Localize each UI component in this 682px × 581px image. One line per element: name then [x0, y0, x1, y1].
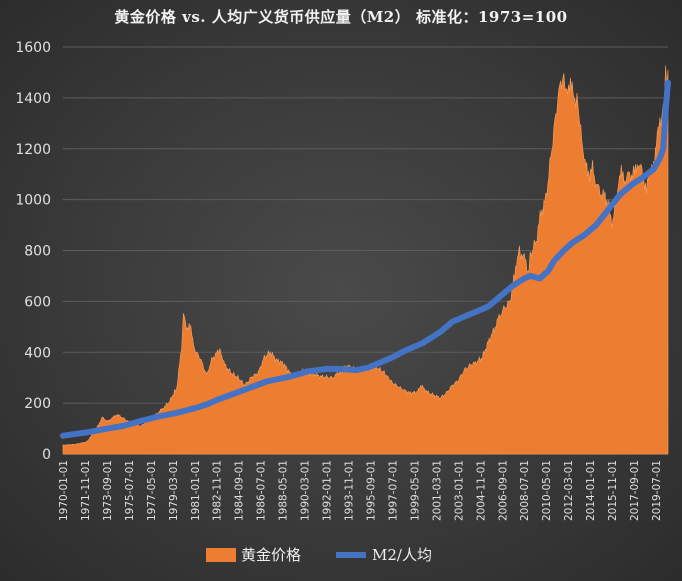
m2-line-group	[60, 79, 671, 439]
legend-gold-label: 黄金价格	[241, 546, 301, 564]
legend: 黄金价格 M2/人均	[206, 546, 432, 564]
x-tick-label: 2012-03-01	[563, 460, 575, 521]
y-tick-label: 1400	[15, 91, 51, 107]
x-tick-label: 1993-11-01	[343, 460, 355, 521]
gold-price-area	[62, 65, 669, 455]
x-tick-label: 1981-01-01	[190, 460, 202, 521]
m2-per-capita-line	[60, 79, 671, 439]
x-tick-label: 1977-05-01	[146, 460, 158, 521]
x-tick-label: 1990-03-01	[300, 460, 312, 521]
y-tick-label: 0	[42, 447, 51, 463]
y-tick-label: 1200	[15, 142, 51, 158]
y-tick-label: 600	[24, 294, 51, 310]
x-tick-label: 1997-07-01	[387, 460, 399, 521]
x-tick-label: 1992-01-01	[322, 460, 334, 521]
chart-title: 黄金价格 vs. 人均广义货币供应量（M2） 标准化：1973=100	[114, 8, 568, 26]
x-tick-label: 2019-07-01	[651, 460, 663, 521]
legend-m2-label: M2/人均	[372, 546, 432, 564]
x-tick-label: 1971-11-01	[80, 460, 92, 521]
x-tick-label: 2008-07-01	[519, 460, 531, 521]
x-tick-label: 2006-09-01	[497, 460, 509, 521]
x-tick-label: 1973-09-01	[102, 460, 114, 521]
x-tick-label: 2014-01-01	[585, 460, 597, 521]
x-tick-label: 1984-09-01	[234, 460, 246, 521]
x-tick-label: 2004-11-01	[475, 460, 487, 521]
x-tick-label: 1999-05-01	[409, 460, 421, 521]
y-tick-label: 400	[24, 345, 51, 361]
gold-area-group	[62, 65, 669, 455]
x-tick-label: 1986-07-01	[256, 460, 268, 521]
x-tick-label: 1995-09-01	[366, 460, 378, 521]
y-tick-label: 1600	[15, 40, 51, 56]
x-tick-label: 2017-09-01	[629, 460, 641, 521]
x-tick-label: 2015-11-01	[607, 460, 619, 521]
y-tick-label: 200	[24, 396, 51, 412]
y-axis-ticks: 0 200 400 600 800 1000 1200 1400 1600	[15, 40, 51, 463]
legend-gold-swatch	[206, 548, 236, 562]
y-tick-label: 1000	[15, 193, 51, 209]
x-tick-label: 1988-05-01	[278, 460, 290, 521]
y-tick-label: 800	[24, 244, 51, 260]
x-tick-label: 1975-07-01	[124, 460, 136, 521]
x-tick-label: 2003-01-01	[453, 460, 465, 521]
x-tick-label: 2010-05-01	[541, 460, 553, 521]
x-axis-ticks: 1970-01-01 1971-11-01 1973-09-01 1975-07-01…	[58, 460, 663, 521]
x-tick-label: 1982-11-01	[212, 460, 224, 521]
x-tick-label: 1970-01-01	[58, 460, 70, 521]
x-tick-label: 2001-03-01	[431, 460, 443, 521]
x-tick-label: 1979-03-01	[168, 460, 180, 521]
